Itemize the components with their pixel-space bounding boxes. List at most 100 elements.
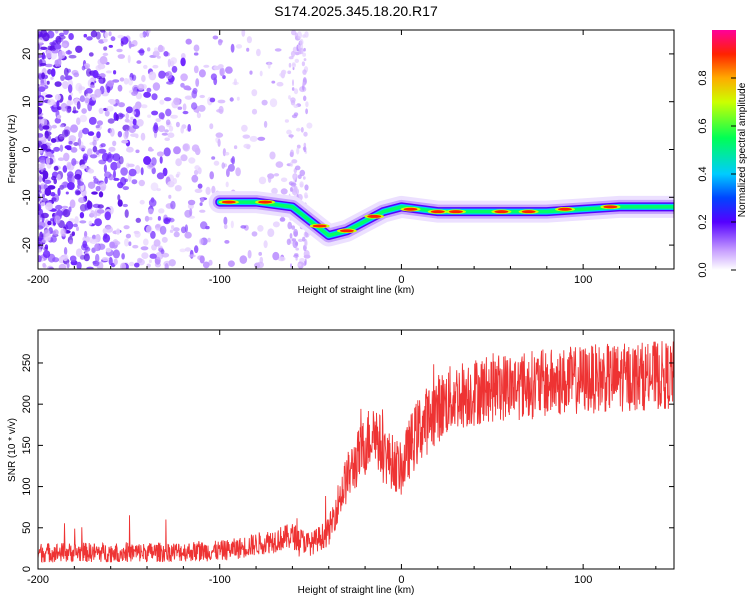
noise-speckle — [86, 36, 93, 41]
noise-speckle — [258, 176, 267, 185]
noise-speckle — [115, 114, 119, 121]
noise-speckle — [267, 228, 275, 237]
noise-speckle — [223, 224, 228, 230]
noise-speckle — [72, 223, 78, 228]
noise-speckle — [72, 106, 77, 114]
snr-y-label: SNR (10 * v/v) — [7, 418, 18, 482]
noise-speckle — [291, 30, 297, 36]
noise-speckle — [290, 182, 297, 187]
noise-speckle — [146, 87, 152, 93]
noise-speckle — [62, 254, 69, 262]
noise-speckle — [297, 238, 304, 242]
noise-speckle — [76, 117, 81, 125]
colorbar-tick-label: 0.2 — [697, 214, 709, 229]
noise-speckle — [158, 208, 165, 214]
noise-speckle — [302, 52, 306, 57]
noise-speckle — [73, 72, 80, 78]
noise-speckle — [92, 260, 100, 267]
noise-speckle — [125, 233, 131, 239]
noise-speckle — [304, 184, 309, 191]
noise-speckle — [97, 63, 106, 70]
noise-speckle — [90, 30, 98, 38]
noise-speckle — [40, 163, 44, 173]
x-tick-label: 0 — [398, 274, 404, 286]
colorbar-tick-label: 0.8 — [697, 70, 709, 85]
noise-speckle — [113, 258, 118, 265]
noise-speckle — [199, 202, 203, 207]
noise-speckle — [148, 198, 157, 207]
noise-speckle — [167, 181, 175, 188]
noise-speckle — [61, 205, 69, 209]
noise-speckle — [271, 80, 276, 84]
y-tick-label: -20 — [21, 237, 33, 253]
noise-speckle — [303, 260, 307, 267]
noise-speckle — [73, 142, 79, 146]
noise-speckle — [230, 220, 234, 229]
noise-speckle — [113, 177, 120, 181]
noise-speckle — [117, 181, 124, 189]
noise-speckle — [86, 200, 93, 210]
noise-speckle — [42, 125, 50, 130]
noise-speckle — [258, 251, 263, 256]
noise-speckle — [65, 191, 69, 195]
noise-speckle — [84, 97, 90, 104]
noise-speckle — [180, 73, 188, 82]
noise-speckle — [246, 36, 252, 44]
noise-speckle — [139, 48, 145, 56]
noise-speckle — [203, 64, 210, 68]
noise-speckle — [233, 78, 237, 86]
noise-speckle — [50, 218, 54, 222]
noise-speckle — [147, 208, 154, 215]
noise-speckle — [257, 136, 266, 141]
noise-speckle — [38, 225, 44, 230]
noise-speckle — [51, 175, 57, 181]
noise-speckle — [120, 262, 127, 269]
noise-speckle — [132, 111, 137, 115]
noise-speckle — [299, 183, 304, 188]
noise-speckle — [139, 199, 145, 205]
noise-speckle — [291, 63, 296, 68]
noise-speckle — [213, 160, 220, 166]
noise-speckle — [183, 85, 191, 91]
noise-speckle — [263, 240, 268, 249]
noise-speckle — [65, 50, 73, 55]
noise-speckle — [42, 32, 50, 42]
noise-speckle — [63, 30, 69, 35]
noise-speckle — [179, 248, 187, 253]
noise-speckle — [286, 129, 292, 135]
noise-speckle — [125, 146, 134, 153]
noise-speckle — [45, 148, 52, 152]
noise-speckle — [217, 64, 224, 69]
noise-speckle — [290, 149, 294, 158]
ridge-peak — [367, 214, 382, 218]
noise-speckle — [247, 249, 252, 259]
noise-speckle — [150, 197, 155, 203]
noise-speckle — [149, 253, 157, 259]
noise-speckle — [293, 254, 299, 258]
noise-speckle — [299, 258, 305, 263]
noise-speckle — [98, 107, 104, 114]
noise-speckle — [199, 209, 206, 213]
noise-speckle — [109, 127, 115, 137]
noise-speckle — [137, 83, 145, 91]
noise-speckle — [165, 119, 171, 126]
noise-speckle — [288, 95, 291, 100]
noise-speckle — [290, 50, 296, 58]
noise-speckle — [225, 181, 229, 188]
noise-speckle — [130, 116, 134, 121]
noise-speckle — [132, 118, 137, 126]
noise-speckle — [112, 79, 120, 83]
noise-speckle — [133, 230, 140, 235]
noise-speckle — [249, 70, 253, 75]
noise-speckle — [288, 56, 294, 60]
noise-speckle — [117, 194, 121, 201]
noise-speckle — [138, 179, 145, 187]
noise-speckle — [140, 104, 148, 109]
noise-speckle — [291, 87, 295, 91]
noise-speckle — [66, 100, 74, 106]
noise-speckle — [76, 101, 81, 110]
x-tick-label: -200 — [27, 274, 49, 286]
snr-panel: -200 -100 0 100 0 50 100 150 200 250 Height of st… — [7, 329, 675, 596]
noise-speckle — [87, 181, 96, 189]
